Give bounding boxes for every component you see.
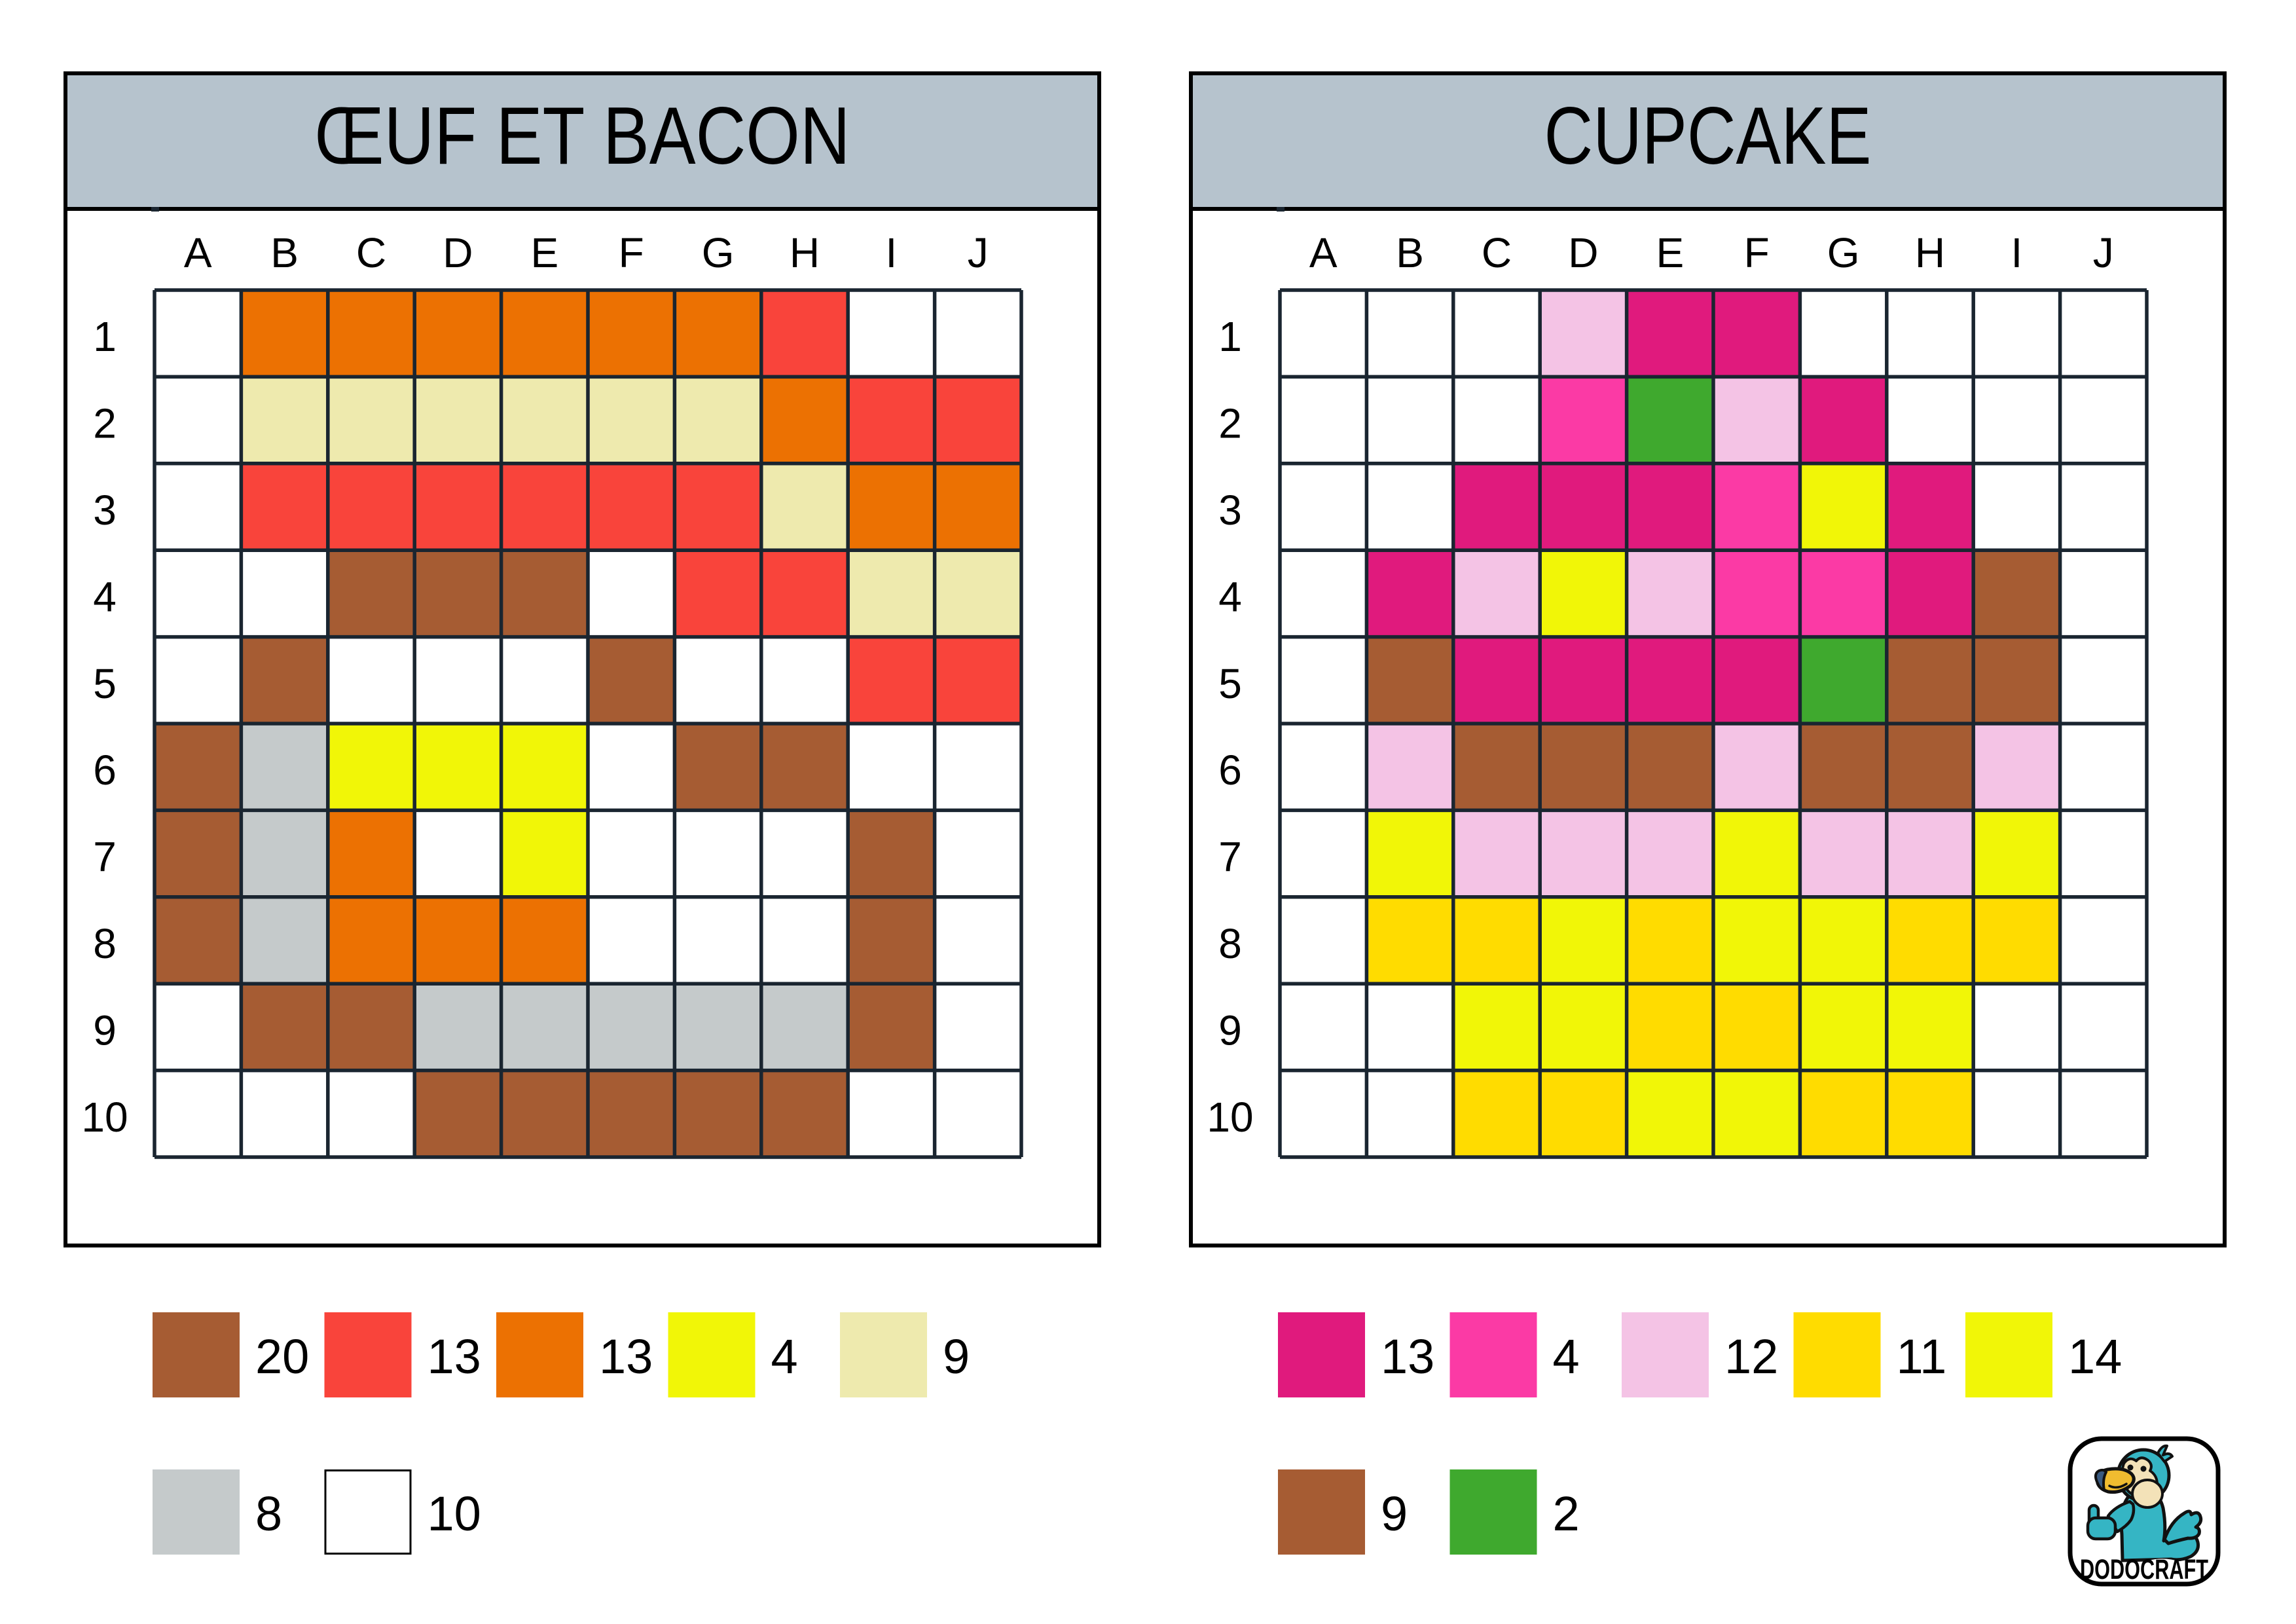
svg-text:3: 3 xyxy=(1218,487,1242,534)
svg-text:12: 12 xyxy=(1724,1329,1778,1384)
svg-text:8: 8 xyxy=(93,920,117,967)
svg-text:9: 9 xyxy=(93,1006,117,1054)
svg-text:G: G xyxy=(1827,229,1860,276)
svg-text:13: 13 xyxy=(599,1329,653,1384)
svg-text:J: J xyxy=(968,229,989,276)
svg-text:4: 4 xyxy=(771,1329,798,1384)
svg-text:D: D xyxy=(443,229,473,276)
svg-text:4: 4 xyxy=(1218,573,1242,620)
svg-text:9: 9 xyxy=(943,1329,970,1384)
svg-text:E: E xyxy=(1656,229,1684,276)
svg-text:CUPCAKE: CUPCAKE xyxy=(1544,91,1872,181)
svg-text:1: 1 xyxy=(93,313,117,360)
svg-text:5: 5 xyxy=(1218,660,1242,707)
svg-text:9: 9 xyxy=(1218,1006,1242,1054)
svg-text:G: G xyxy=(702,229,735,276)
svg-text:A: A xyxy=(184,229,212,276)
svg-text:5: 5 xyxy=(93,660,117,707)
svg-text:6: 6 xyxy=(1218,747,1242,794)
svg-text:B: B xyxy=(1396,229,1424,276)
svg-text:I: I xyxy=(2011,229,2023,276)
svg-text:9: 9 xyxy=(1381,1486,1408,1541)
svg-text:8: 8 xyxy=(255,1486,282,1541)
svg-text:11: 11 xyxy=(1897,1329,1947,1384)
svg-text:8: 8 xyxy=(1218,920,1242,967)
svg-text:10: 10 xyxy=(428,1486,481,1541)
svg-text:13: 13 xyxy=(428,1329,481,1384)
svg-text:6: 6 xyxy=(93,747,117,794)
svg-text:14: 14 xyxy=(2068,1329,2122,1384)
svg-text:H: H xyxy=(1915,229,1945,276)
svg-text:F: F xyxy=(619,229,644,276)
svg-text:7: 7 xyxy=(1218,834,1242,881)
svg-text:20: 20 xyxy=(255,1329,309,1384)
svg-text:H: H xyxy=(790,229,820,276)
svg-text:F: F xyxy=(1744,229,1770,276)
svg-text:D: D xyxy=(1568,229,1598,276)
svg-text:DODOCRAFT: DODOCRAFT xyxy=(2080,1554,2208,1585)
svg-text:C: C xyxy=(1482,229,1512,276)
svg-text:E: E xyxy=(530,229,558,276)
svg-text:2: 2 xyxy=(1218,400,1242,447)
svg-text:2: 2 xyxy=(1553,1486,1580,1541)
svg-text:I: I xyxy=(886,229,898,276)
svg-text:10: 10 xyxy=(81,1094,128,1141)
svg-text:13: 13 xyxy=(1381,1329,1434,1384)
svg-text:10: 10 xyxy=(1207,1094,1253,1141)
svg-text:ŒUF ET BACON: ŒUF ET BACON xyxy=(315,91,850,181)
svg-text:J: J xyxy=(2093,229,2114,276)
svg-text:3: 3 xyxy=(93,487,117,534)
svg-text:1: 1 xyxy=(1218,313,1242,360)
svg-text:B: B xyxy=(270,229,299,276)
svg-text:C: C xyxy=(356,229,386,276)
svg-text:7: 7 xyxy=(93,834,117,881)
svg-text:4: 4 xyxy=(1553,1329,1580,1384)
svg-text:4: 4 xyxy=(93,573,117,620)
svg-text:2: 2 xyxy=(93,400,117,447)
svg-text:A: A xyxy=(1309,229,1338,276)
